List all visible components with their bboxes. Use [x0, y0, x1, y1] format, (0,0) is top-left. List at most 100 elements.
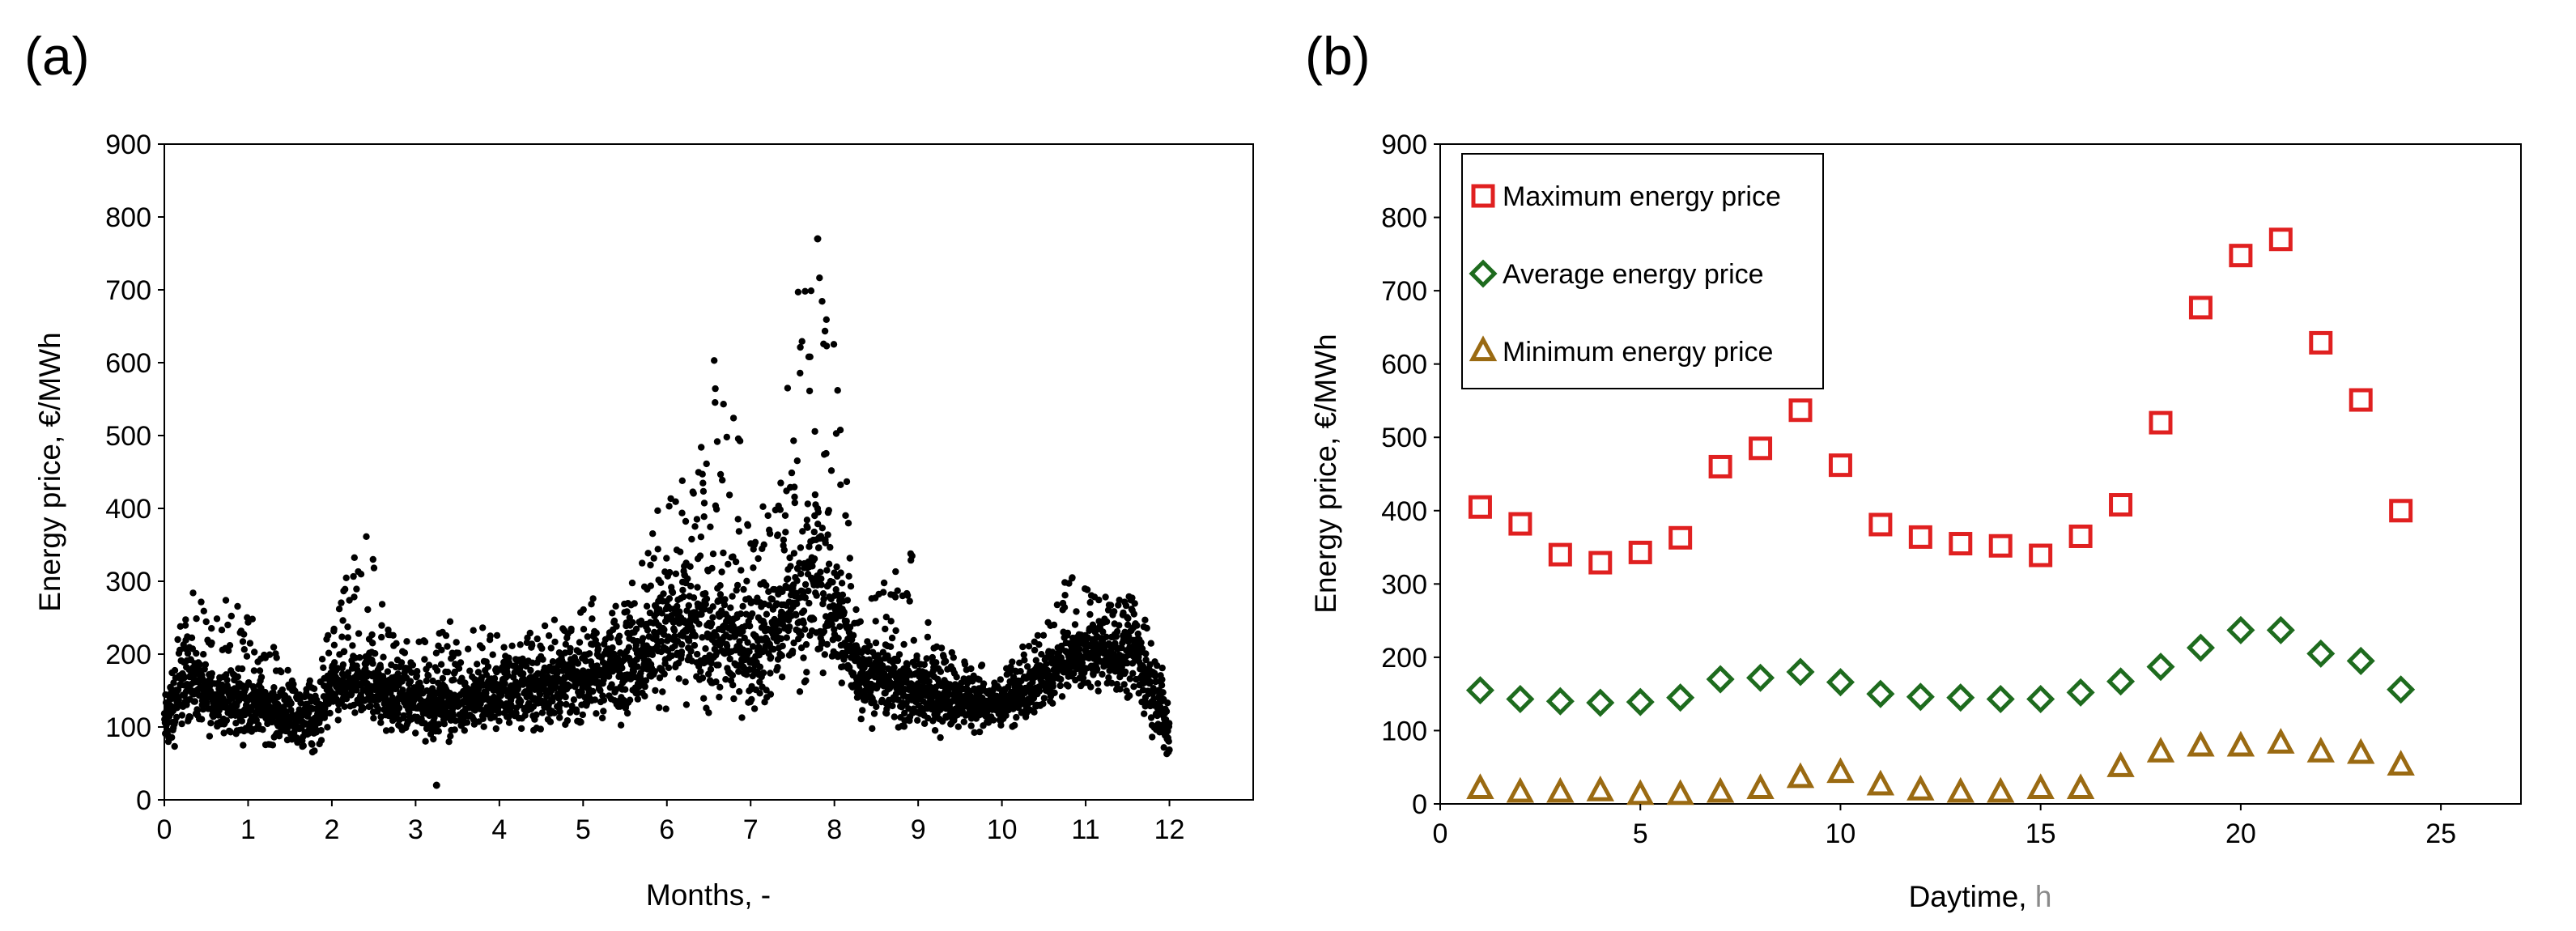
panel-a-data-point — [838, 580, 846, 587]
panel-a-data-point — [637, 617, 645, 625]
panel-a-data-point — [501, 680, 508, 687]
panel-a-data-point — [702, 589, 709, 597]
panel-a-data-point — [1112, 640, 1119, 647]
panel-a-data-point — [629, 619, 636, 627]
panel-a-data-point — [709, 603, 716, 610]
panel-b-maximum-point — [1949, 532, 1973, 556]
panel-b-data-points — [1465, 227, 2416, 806]
panel-a-data-point — [685, 637, 693, 644]
panel-a-data-point — [172, 713, 181, 721]
panel-a-data-point — [1124, 659, 1131, 667]
panel-a-data-point — [400, 712, 407, 720]
panel-a-data-point — [641, 692, 648, 700]
panel-a-data-point — [822, 539, 829, 546]
panel-a-data-point — [784, 385, 792, 392]
panel-a-data-point — [767, 691, 775, 698]
panel-a-data-point — [465, 645, 472, 653]
panel-a-data-point — [557, 700, 564, 708]
panel-a-data-point — [537, 691, 544, 699]
panel-a-data-point — [1130, 683, 1137, 691]
panel-a-data-point — [1031, 646, 1039, 654]
panel-b-average-point — [2387, 675, 2416, 704]
panel-a-data-point — [678, 648, 686, 656]
panel-a-data-point — [1138, 645, 1146, 653]
panel-a-data-point — [517, 698, 525, 705]
panel-a-data-point — [306, 677, 313, 684]
panel-a-data-point — [806, 599, 813, 607]
panel-a-data-point — [517, 725, 525, 733]
panel-a-data-point — [729, 414, 738, 422]
panel-a-data-point — [699, 674, 707, 682]
panel-a-data-point — [786, 623, 793, 631]
panel-a-data-point — [925, 619, 932, 627]
panel-a-data-point — [414, 668, 421, 675]
panel-a-data-point — [824, 531, 831, 538]
panel-a-data-point — [1141, 710, 1148, 717]
panel-a-data-point — [257, 674, 266, 681]
panel-a-data-point — [735, 668, 742, 675]
panel-a-data-point — [538, 709, 546, 716]
panel-a-data-point — [176, 646, 184, 654]
panel-a-data-point — [356, 654, 363, 661]
panel-a-data-point — [950, 654, 958, 661]
panel-a-data-point — [685, 602, 692, 610]
panel-a-data-point — [791, 493, 798, 500]
panel-a-data-point — [435, 728, 442, 735]
panel-a-data-point — [191, 698, 198, 705]
panel-a-data-point — [835, 635, 842, 642]
panel-a-data-point — [799, 528, 806, 535]
panel-a-data-point — [653, 642, 661, 650]
panel-a-data-point — [600, 708, 607, 715]
panel-b-maximum-point — [1588, 551, 1613, 575]
legend-marker-maximum — [1471, 184, 1495, 208]
panel-a-data-point — [699, 479, 707, 487]
panel-a-data-point — [618, 664, 626, 672]
panel-a-data-point — [429, 677, 436, 685]
panel-b-minimum-point — [2306, 736, 2335, 763]
panel-a-data-point — [659, 688, 666, 695]
panel-b-average-point — [2186, 633, 2215, 662]
panel-a-data-point — [388, 726, 395, 733]
panel-a-data-point — [1137, 639, 1145, 646]
panel-a-data-point — [709, 551, 717, 558]
panel-a-data-point — [1076, 645, 1083, 653]
panel-a-y-tick-label: 0 — [136, 785, 151, 816]
panel-a-data-point — [198, 716, 206, 723]
legend-box — [1461, 153, 1824, 389]
panel-a-data-point — [325, 631, 332, 640]
panel-a-data-point — [831, 626, 838, 633]
panel-a-data-point — [1039, 631, 1048, 639]
panel-a-data-point — [1158, 682, 1166, 689]
panel-a-data-point — [482, 671, 491, 678]
panel-a-data-point — [278, 686, 286, 694]
panel-a-data-point — [712, 399, 719, 406]
panel-a-data-point — [1086, 598, 1094, 606]
panel-a-data-point — [813, 592, 820, 599]
panel-a-data-point — [334, 716, 342, 724]
panel-a-data-point — [232, 720, 240, 727]
panel-a-data-point — [700, 513, 708, 521]
panel-a-data-point — [707, 523, 714, 530]
legend-label-maximum: Maximum energy price — [1503, 181, 1781, 212]
panel-a-data-point — [797, 343, 804, 351]
panel-a-data-point — [660, 590, 667, 597]
panel-a-data-point — [378, 633, 385, 641]
panel-a-data-point — [778, 652, 785, 659]
panel-a-data-point — [438, 646, 445, 654]
panel-a-data-point — [697, 534, 705, 541]
panel-a-data-point — [776, 627, 783, 635]
panel-a-data-point — [827, 543, 834, 551]
panel-a-data-point — [931, 727, 939, 734]
panel-a-data-point — [925, 714, 932, 722]
panel-a-data-point — [1065, 580, 1073, 587]
panel-a-data-point — [782, 529, 789, 536]
legend-marker-minimum-shape — [1469, 335, 1498, 362]
panel-b-maximum-point — [1828, 453, 1852, 478]
panel-a-data-point — [726, 655, 733, 663]
panel-b-x-tick-label: 0 — [1433, 818, 1448, 849]
panel-a-data-point — [774, 664, 781, 671]
panel-a-data-point — [763, 687, 770, 694]
panel-a-data-point — [709, 614, 716, 621]
panel-b-average-point — [2026, 684, 2055, 714]
panel-a-data-point — [642, 677, 650, 684]
